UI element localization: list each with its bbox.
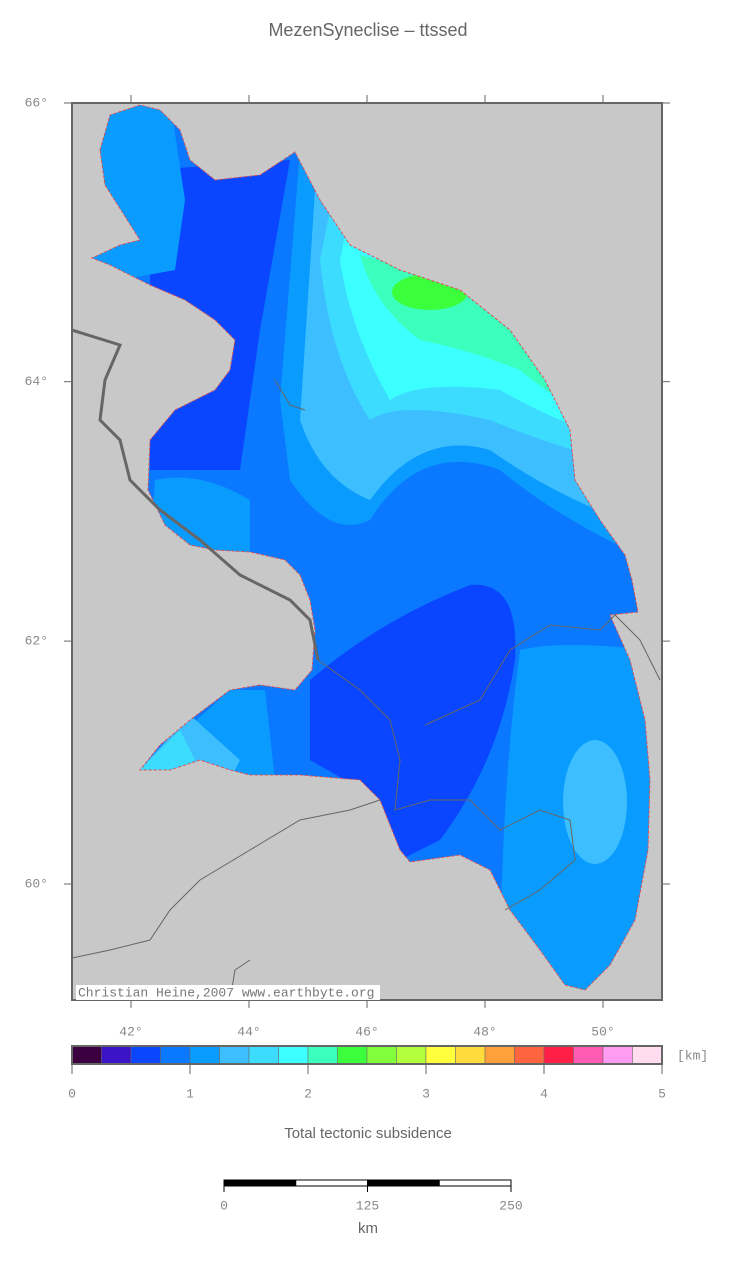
colorbar-tick-label: 3 — [422, 1086, 430, 1101]
lat-label: 66° — [25, 95, 48, 110]
rivers — [72, 328, 661, 1000]
lon-label: 46° — [355, 1024, 378, 1039]
scalebar-segment — [438, 1179, 512, 1187]
color-swatch — [396, 1045, 427, 1065]
color-swatch — [278, 1045, 309, 1065]
color-swatch — [484, 1045, 515, 1065]
zone — [563, 740, 627, 864]
scalebar-unit: km — [358, 1220, 378, 1237]
river — [317, 659, 576, 911]
color-swatch — [101, 1045, 132, 1065]
scalebar-tick-label: 0 — [220, 1198, 228, 1213]
color-swatch — [248, 1045, 279, 1065]
color-swatch — [425, 1045, 456, 1065]
basin-outline — [90, 104, 651, 991]
scalebar-segment — [295, 1179, 368, 1187]
lon-label: 44° — [237, 1024, 260, 1039]
river — [72, 328, 320, 661]
color-swatch — [160, 1045, 191, 1065]
color-swatch — [573, 1045, 604, 1065]
scalebar-segment — [367, 1179, 440, 1187]
zone — [310, 584, 516, 860]
credit-box — [76, 985, 380, 1000]
lon-label: 48° — [473, 1024, 496, 1039]
colorbar-tick-label: 0 — [68, 1086, 76, 1101]
lat-label: 62° — [25, 634, 48, 649]
colorbar-frame — [71, 1045, 663, 1065]
color-swatch — [189, 1045, 220, 1065]
color-swatch — [543, 1045, 574, 1065]
colorbar-unit: [km] — [677, 1048, 708, 1063]
color-swatch — [337, 1045, 368, 1065]
colorbar-tick-label: 4 — [540, 1086, 548, 1101]
credit: Christian Heine,2007 www.earthbyte.org — [78, 985, 374, 1000]
lat-label: 60° — [25, 876, 48, 891]
scalebar-tick-label: 250 — [499, 1198, 522, 1213]
color-swatch — [366, 1045, 397, 1065]
lat-label: 64° — [25, 374, 48, 389]
colorbar-label: Total tectonic subsidence — [284, 1125, 452, 1142]
scalebar-segment — [223, 1179, 297, 1187]
river — [424, 614, 661, 726]
title: MezenSyneclise – ttssed — [268, 20, 467, 40]
colorbar-tick-label: 2 — [304, 1086, 312, 1101]
lon-label: 50° — [591, 1024, 614, 1039]
scalebar-tick-label: 125 — [356, 1198, 379, 1213]
color-swatch — [602, 1045, 633, 1065]
color-swatch — [514, 1045, 545, 1065]
colorbar-tick-label: 1 — [186, 1086, 194, 1101]
color-swatch — [130, 1045, 161, 1065]
color-swatch — [71, 1045, 102, 1065]
lon-label: 42° — [119, 1024, 142, 1039]
color-swatch — [307, 1045, 338, 1065]
color-swatch — [455, 1045, 486, 1065]
colorbar-tick-label: 5 — [658, 1086, 666, 1101]
river — [274, 379, 306, 411]
color-swatch — [219, 1045, 250, 1065]
river — [72, 799, 381, 959]
color-swatch — [632, 1045, 663, 1065]
